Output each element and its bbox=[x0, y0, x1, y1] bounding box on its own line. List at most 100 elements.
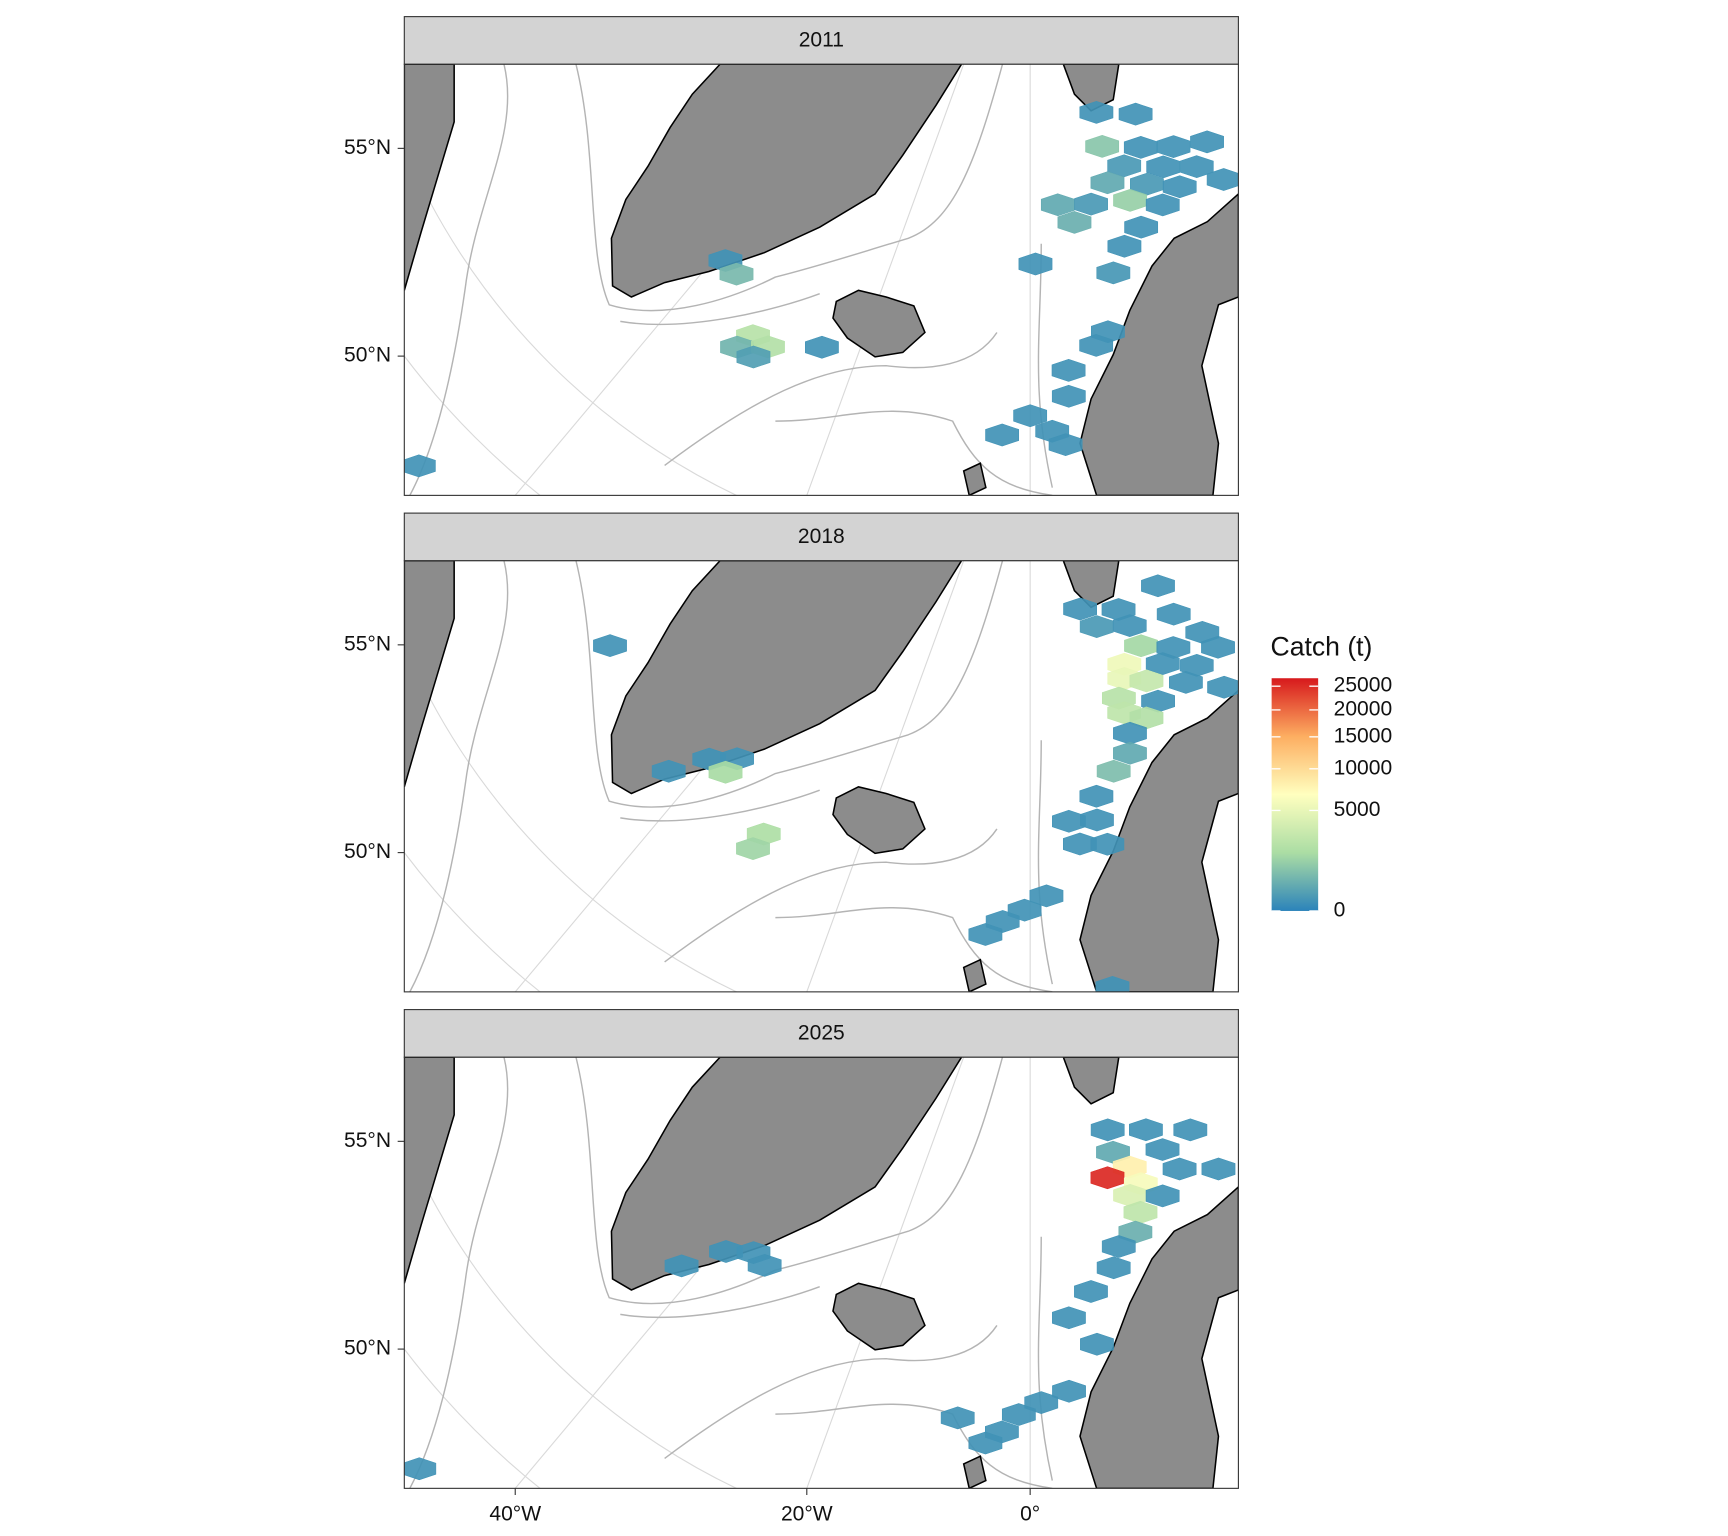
catch-hex bbox=[1207, 675, 1239, 699]
catch-hex bbox=[940, 1406, 975, 1430]
catch-hex bbox=[1107, 154, 1142, 178]
catch-hex bbox=[1206, 168, 1239, 191]
catch-hex bbox=[1145, 193, 1180, 217]
catch-hex bbox=[1179, 155, 1214, 179]
facet-strip bbox=[403, 1009, 1239, 1058]
legend-tick-label: 0 bbox=[1334, 899, 1346, 922]
catch-hex bbox=[664, 1254, 699, 1278]
y-tick-label: 55°N bbox=[344, 136, 391, 159]
catch-hex bbox=[719, 262, 754, 286]
catch-hex bbox=[1090, 1118, 1125, 1142]
catch-hex bbox=[1145, 1138, 1180, 1161]
catch-hex bbox=[1112, 614, 1147, 637]
grid-meridian bbox=[514, 560, 878, 992]
catch-hex bbox=[1074, 1280, 1108, 1303]
facet-title: 2018 bbox=[798, 525, 845, 548]
catch-hex bbox=[651, 759, 686, 783]
catch-hex bbox=[1201, 635, 1235, 659]
catch-hex bbox=[1145, 652, 1180, 675]
catch-hex bbox=[1096, 759, 1131, 783]
catch-hex bbox=[1096, 261, 1131, 285]
catch-hex bbox=[1146, 155, 1181, 179]
catch-hex bbox=[1107, 234, 1142, 258]
catch-hex bbox=[1118, 102, 1153, 126]
catch-hex bbox=[1124, 215, 1159, 239]
facet-title: 2025 bbox=[798, 1022, 845, 1045]
catch-hex bbox=[1162, 1157, 1197, 1181]
y-tick-label: 50°N bbox=[344, 1337, 391, 1360]
catch-hex bbox=[1048, 433, 1083, 456]
catch-hex bbox=[1190, 130, 1224, 154]
catch-hex bbox=[1051, 358, 1086, 382]
catch-hex bbox=[593, 634, 627, 658]
catch-hex bbox=[968, 923, 1003, 946]
catch-hex bbox=[404, 1457, 437, 1481]
catch-hex bbox=[1113, 741, 1147, 765]
facet-title: 2011 bbox=[799, 29, 844, 52]
grid-meridian bbox=[806, 64, 965, 496]
catch-hex bbox=[1201, 1157, 1236, 1181]
legend-tick-label: 15000 bbox=[1334, 724, 1393, 747]
catch-hex bbox=[1173, 1118, 1208, 1142]
map-panel bbox=[404, 1057, 1239, 1489]
catch-hex bbox=[1156, 135, 1191, 158]
catch-hex bbox=[1169, 670, 1203, 694]
grid-meridian bbox=[806, 1057, 965, 1489]
map-panel bbox=[404, 560, 1239, 992]
catch-hex bbox=[404, 454, 436, 478]
catch-hex bbox=[1001, 1403, 1036, 1426]
map-panel bbox=[404, 64, 1239, 496]
catch-hex bbox=[1090, 832, 1125, 856]
catch-hex bbox=[1124, 634, 1158, 658]
catch-hex bbox=[1101, 1235, 1136, 1258]
catch-hex bbox=[1085, 135, 1120, 158]
catch-hex bbox=[1063, 597, 1098, 621]
catch-hex bbox=[736, 837, 770, 860]
y-tick-label: 55°N bbox=[344, 1129, 391, 1152]
catch-hex bbox=[1129, 1118, 1163, 1142]
legend-tick-label: 10000 bbox=[1334, 756, 1393, 779]
catch-hex bbox=[1141, 574, 1175, 598]
catch-hex bbox=[1145, 1184, 1180, 1208]
x-tick-label: 40°W bbox=[489, 1503, 541, 1526]
facet-strip bbox=[403, 512, 1239, 562]
catch-hex bbox=[1129, 669, 1164, 693]
panel-border bbox=[403, 1056, 1239, 1489]
catch-hex bbox=[1079, 100, 1114, 124]
x-tick-label: 0° bbox=[1020, 1503, 1040, 1526]
catch-hex bbox=[1090, 1166, 1125, 1190]
catch-hex bbox=[805, 335, 839, 359]
catch-hex bbox=[1080, 808, 1114, 832]
catch-hex bbox=[1156, 602, 1191, 626]
panel-border bbox=[403, 560, 1239, 993]
catch-hex bbox=[1095, 975, 1130, 992]
y-tick-label: 50°N bbox=[344, 344, 391, 367]
catch-hex bbox=[1051, 384, 1086, 408]
catch-hex bbox=[1080, 1332, 1114, 1356]
catch-hex bbox=[1052, 1306, 1086, 1330]
catch-hex bbox=[1013, 404, 1048, 428]
catch-hex bbox=[1029, 884, 1064, 908]
catch-hex bbox=[1096, 1256, 1131, 1280]
x-tick-label: 20°W bbox=[781, 1503, 833, 1526]
legend-title: Catch (t) bbox=[1271, 631, 1373, 661]
legend-tick-label: 20000 bbox=[1334, 697, 1393, 720]
y-tick-label: 55°N bbox=[344, 632, 391, 655]
catch-hex bbox=[1162, 175, 1197, 199]
catch-hex bbox=[736, 345, 771, 369]
catch-hex bbox=[1052, 1379, 1086, 1403]
grid-meridian bbox=[514, 64, 878, 496]
catch-hex bbox=[747, 1253, 782, 1277]
catch-hex bbox=[968, 1431, 1003, 1455]
catch-hex bbox=[1018, 252, 1053, 276]
catch-hex bbox=[1079, 784, 1114, 808]
panel-border bbox=[403, 63, 1239, 496]
catch-hex bbox=[1090, 171, 1125, 195]
legend-colorbar bbox=[1271, 678, 1319, 911]
legend-tick-label: 25000 bbox=[1334, 674, 1393, 697]
catch-hex bbox=[1113, 188, 1147, 212]
catch-hex bbox=[1057, 211, 1092, 234]
y-tick-label: 50°N bbox=[344, 840, 391, 863]
